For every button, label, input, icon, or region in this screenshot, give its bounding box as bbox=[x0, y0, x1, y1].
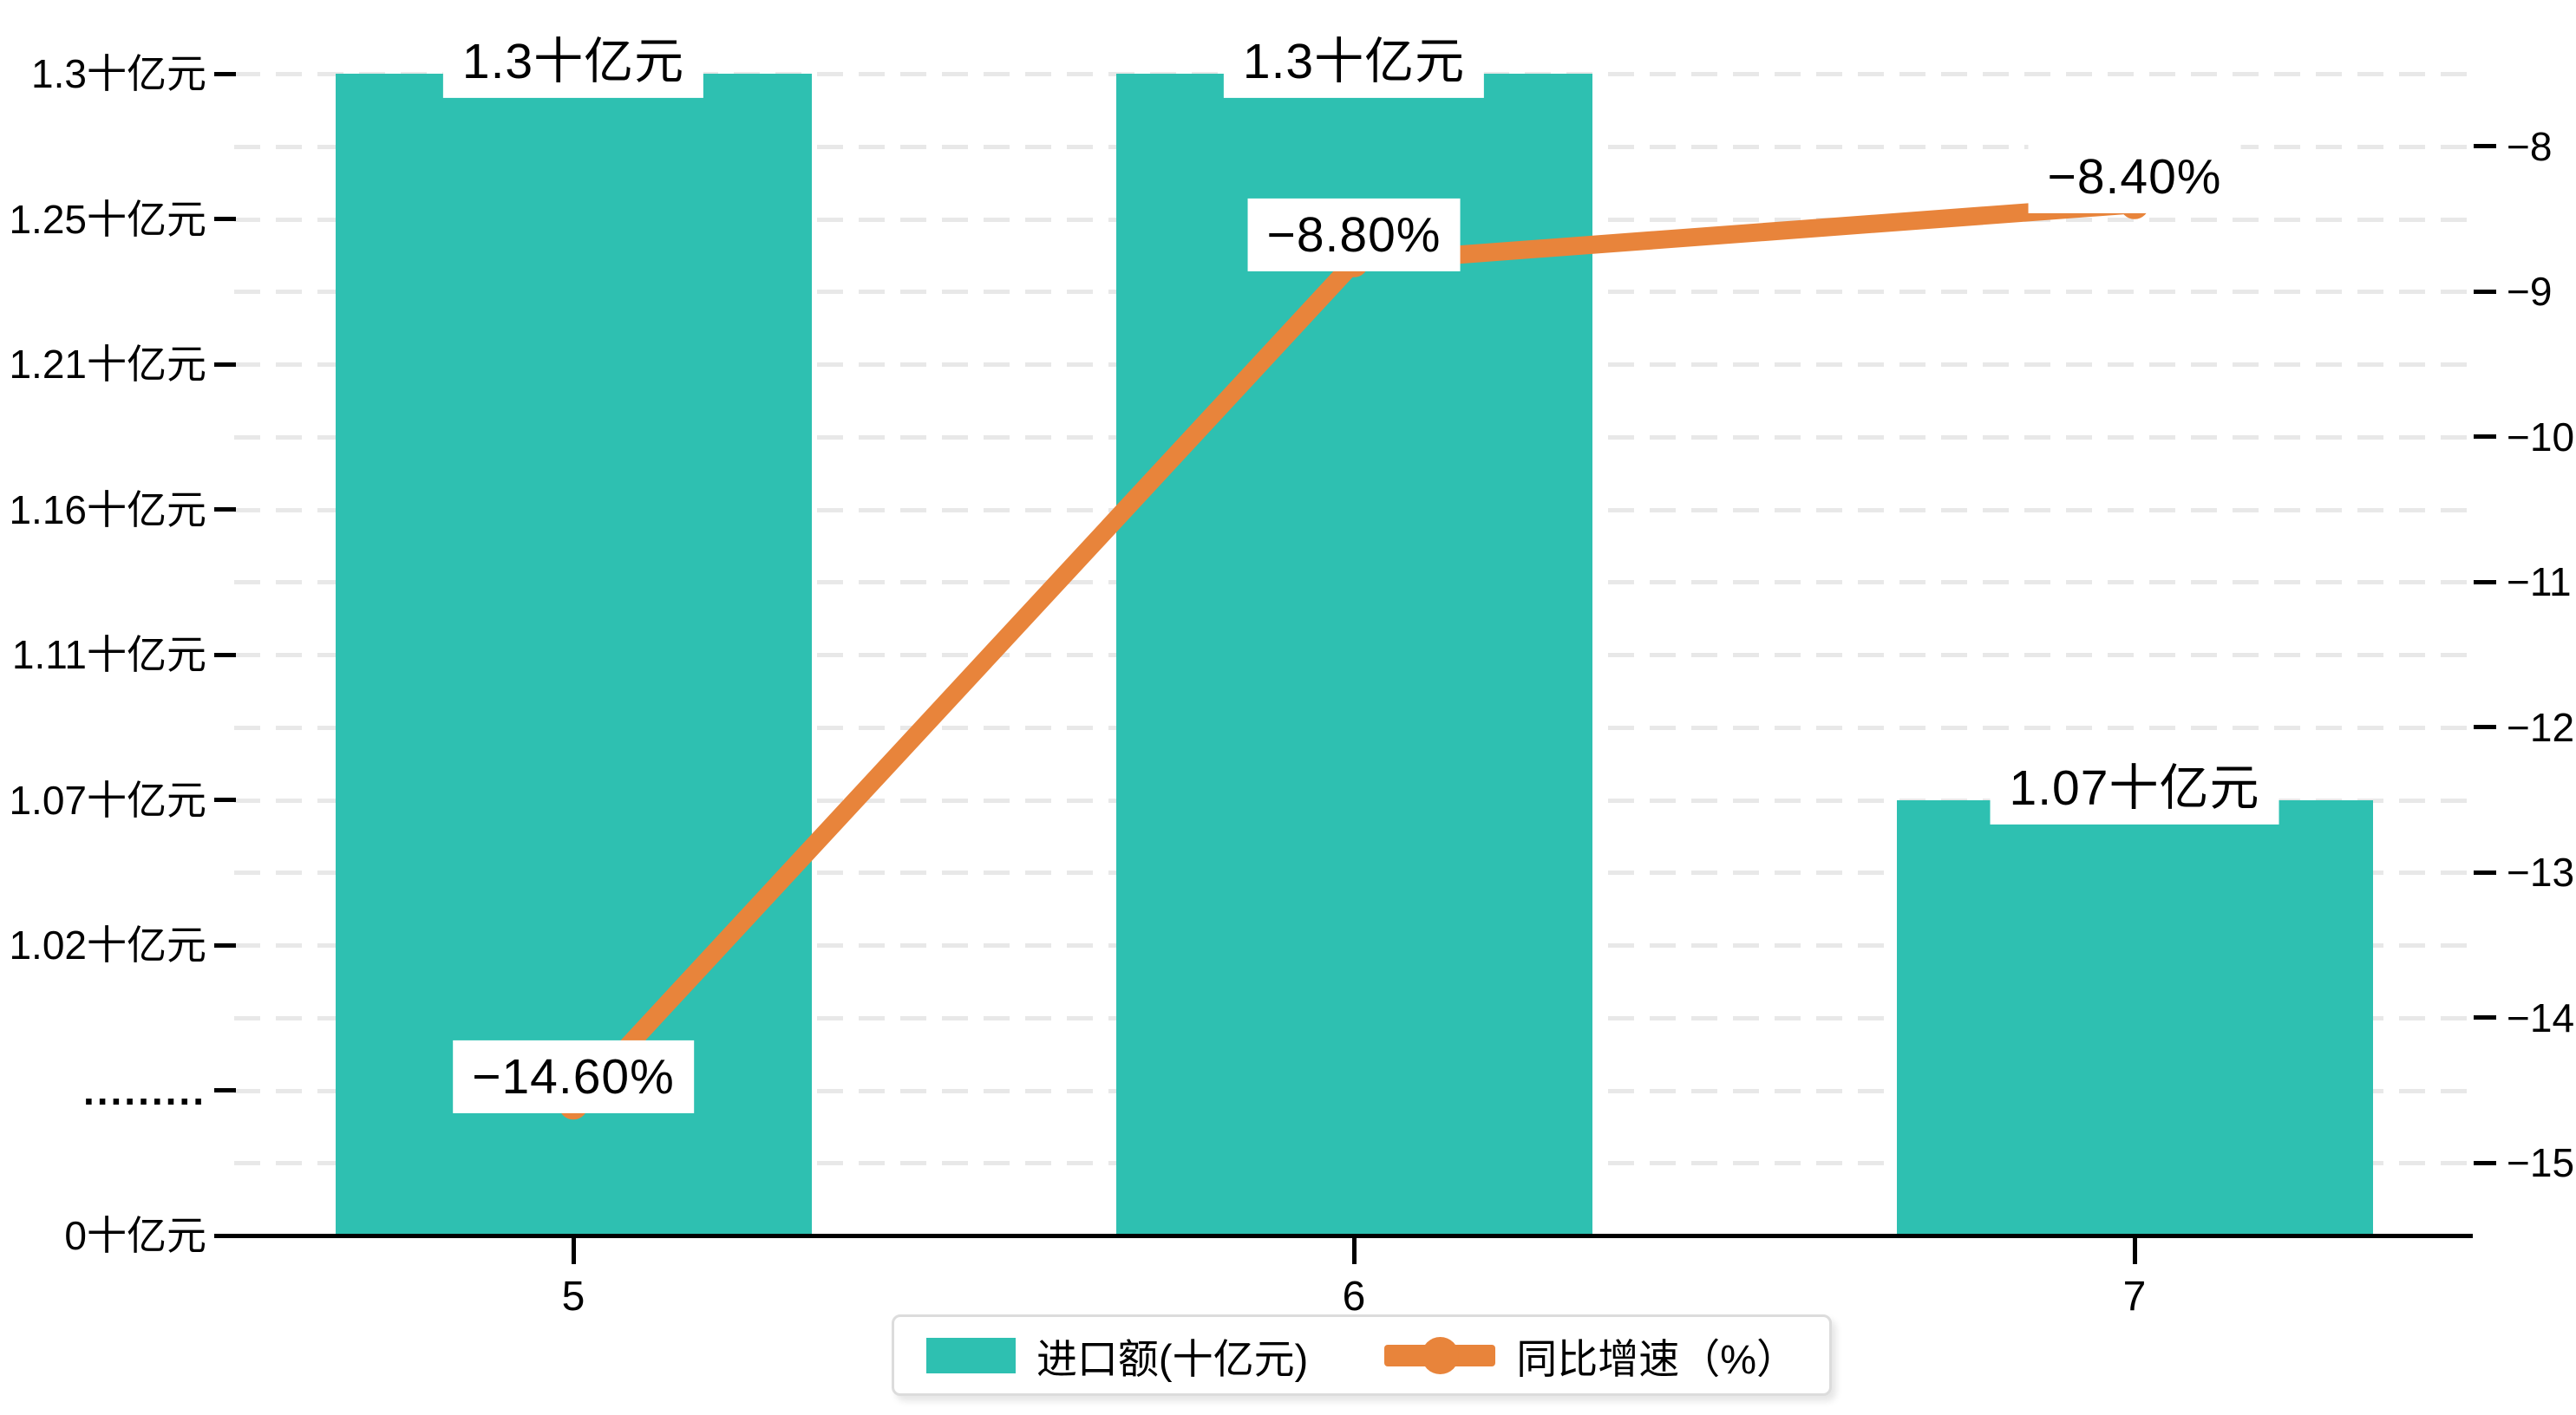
legend-item-label: 同比增速（%） bbox=[1516, 1335, 1798, 1382]
bar-value-label: 1.07十亿元 bbox=[1990, 751, 2279, 825]
legend-item-label: 进口额(十亿元) bbox=[1036, 1335, 1309, 1382]
bar-swatch-icon bbox=[925, 1337, 1016, 1373]
x-axis-tick bbox=[2132, 1238, 2137, 1264]
bar-value-label: 1.3十亿元 bbox=[1223, 24, 1485, 98]
left-axis-tick-label: 1.25十亿元 bbox=[9, 196, 206, 242]
left-axis-tick-label: ......... bbox=[82, 1067, 206, 1113]
x-axis-line bbox=[225, 1234, 2473, 1238]
right-axis-tick bbox=[2474, 1160, 2496, 1165]
bar-value-label: 1.3十亿元 bbox=[442, 24, 704, 98]
right-axis-tick bbox=[2474, 725, 2496, 730]
right-axis-tick bbox=[2474, 1015, 2496, 1020]
x-axis-tick-label: 5 bbox=[561, 1274, 585, 1320]
left-axis-tick-label: 0十亿元 bbox=[64, 1213, 206, 1258]
right-axis-tick-label: −13 bbox=[2507, 850, 2575, 896]
left-axis-tick bbox=[214, 217, 236, 221]
legend-item-growth[interactable]: 同比增速（%） bbox=[1384, 1326, 1797, 1386]
import-bar bbox=[1896, 799, 2373, 1234]
left-axis-tick-label: 1.02十亿元 bbox=[9, 923, 206, 968]
left-axis-tick-label: 1.11十亿元 bbox=[11, 632, 206, 677]
left-axis-tick bbox=[214, 652, 236, 657]
right-axis-tick-label: −12 bbox=[2507, 704, 2575, 750]
left-axis-tick-label: 1.07十亿元 bbox=[9, 777, 206, 823]
legend: 进口额(十亿元) 同比增速（%） bbox=[892, 1314, 1832, 1396]
x-axis-tick-label: 6 bbox=[1342, 1274, 1366, 1320]
x-axis-tick-label: 7 bbox=[2122, 1274, 2147, 1320]
right-axis-tick bbox=[2474, 870, 2496, 875]
right-axis-tick bbox=[2474, 289, 2496, 294]
left-axis-tick bbox=[214, 71, 236, 76]
legend-item-import[interactable]: 进口额(十亿元) bbox=[925, 1326, 1309, 1386]
right-axis-tick-label: −9 bbox=[2507, 269, 2553, 315]
right-axis-tick bbox=[2474, 144, 2496, 149]
right-axis-tick-label: −10 bbox=[2507, 414, 2575, 460]
x-axis-tick bbox=[1351, 1238, 1357, 1264]
left-axis-tick bbox=[214, 362, 236, 367]
import-bar bbox=[335, 74, 812, 1234]
left-axis-tick-label: 1.3十亿元 bbox=[31, 51, 206, 96]
line-point-label: −14.60% bbox=[453, 1040, 694, 1114]
line-marker-icon bbox=[1384, 1336, 1496, 1374]
right-axis-tick-label: −15 bbox=[2507, 1140, 2575, 1186]
line-point-label: −8.80% bbox=[1247, 198, 1461, 271]
right-axis-tick-label: −8 bbox=[2507, 123, 2553, 169]
right-axis-tick bbox=[2474, 434, 2496, 440]
right-axis-tick bbox=[2474, 579, 2496, 584]
left-axis-tick-label: 1.21十亿元 bbox=[9, 342, 206, 387]
x-axis-tick bbox=[571, 1238, 576, 1264]
left-axis-tick bbox=[214, 942, 236, 948]
left-axis-tick bbox=[214, 1088, 236, 1092]
left-axis-tick bbox=[214, 798, 236, 802]
right-axis-tick-label: −11 bbox=[2507, 559, 2572, 605]
left-axis-tick-label: 1.16十亿元 bbox=[9, 486, 206, 532]
left-axis-tick bbox=[214, 507, 236, 512]
line-point-label: −8.40% bbox=[2028, 140, 2241, 213]
right-axis-tick-label: −14 bbox=[2507, 994, 2575, 1040]
